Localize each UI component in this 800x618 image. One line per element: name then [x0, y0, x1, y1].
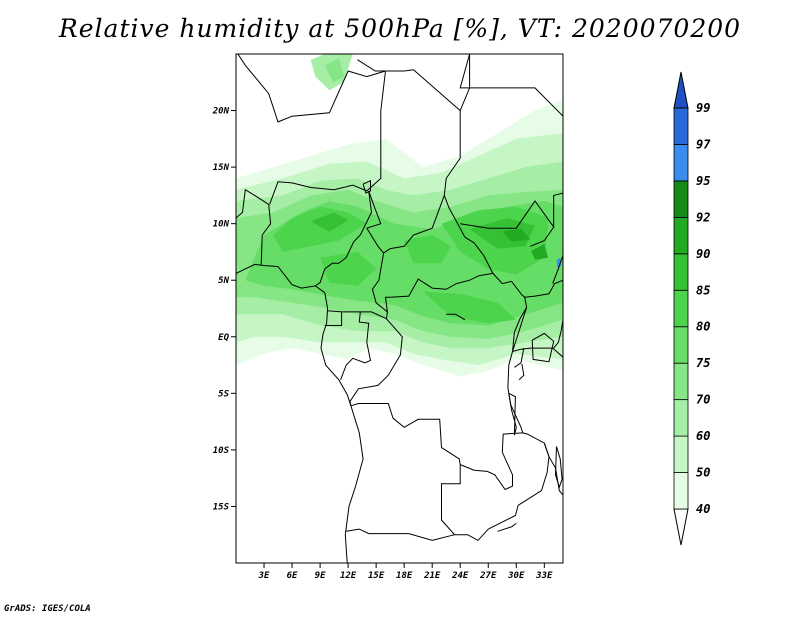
- border-angola-zambia: [441, 464, 489, 542]
- humidity-70: [324, 58, 345, 83]
- chart-title: Relative humidity at 500hPa [%], VT: 202…: [58, 14, 742, 43]
- colorbar-below-arrow: [673, 508, 689, 546]
- lat-tick-label: 10S: [213, 446, 230, 456]
- lon-tick-label: 18E: [396, 571, 413, 581]
- lon-tick-label: 6E: [287, 571, 298, 581]
- colorbar-above-arrow: [673, 71, 689, 109]
- lon-tick-label: 3E: [258, 571, 270, 581]
- lon-tick-label: 30E: [507, 571, 525, 581]
- colorbar-label: 92: [696, 210, 710, 224]
- colorbar-label: 40: [696, 502, 710, 516]
- border-niger-nigeria: [269, 70, 386, 205]
- lon-tick-label: 33E: [535, 571, 553, 581]
- border-south-sudan-uganda: [524, 279, 563, 298]
- border-eq-guinea: [324, 311, 343, 326]
- colorbar-bin: [673, 253, 689, 291]
- colorbar-label: 97: [696, 137, 711, 151]
- colorbar-label: 90: [696, 247, 710, 261]
- colorbar-label: 85: [696, 283, 710, 297]
- colorbar-label: 99: [696, 101, 710, 115]
- colorbar-label: 50: [696, 466, 710, 480]
- colorbar-label: 60: [696, 429, 710, 443]
- map-axes: 20N 15N 10N 5N EQ 5S 10S 15S 3E 6E 9E 12E 15E 18E 21E 2…: [212, 107, 553, 581]
- colorbar-bin: [673, 289, 689, 328]
- lat-tick-label: 5N: [218, 276, 229, 286]
- border-cameroon-nigeria: [315, 190, 373, 287]
- lake-malawi: [554, 446, 563, 489]
- colorbar-bin: [673, 472, 689, 510]
- colorbar-label: 80: [696, 320, 710, 334]
- lon-tick-label: 12E: [340, 571, 357, 581]
- border-car: [371, 253, 493, 314]
- humidity-90: [502, 228, 531, 242]
- lat-tick-label: 15S: [213, 502, 230, 512]
- border-kenya: [553, 319, 563, 349]
- country-borders: [236, 54, 563, 563]
- colorbar: 40 50 60 70 75 80 85 90 92 95 97 99: [673, 71, 711, 546]
- border-sudan-drc: [357, 59, 528, 434]
- colorbar-bin: [673, 107, 689, 145]
- lon-tick-label: 21E: [423, 571, 441, 581]
- lake-tanganyika: [508, 392, 517, 436]
- colorbar-bin: [673, 180, 689, 218]
- border-angola-namibia: [346, 528, 455, 541]
- border-gabon-congo: [340, 311, 372, 380]
- border-zambia-malawi: [488, 432, 550, 530]
- border-congo-drc: [349, 318, 403, 406]
- border-rwanda: [514, 348, 525, 368]
- coastline: [236, 263, 364, 563]
- colorbar-bin: [673, 144, 689, 182]
- lon-tick-label: 15E: [368, 571, 385, 581]
- lat-tick-label: 20N: [212, 107, 230, 117]
- border-gambella: [530, 226, 555, 247]
- lon-tick-label: 9E: [315, 571, 326, 581]
- colorbar-bin: [673, 216, 689, 255]
- colorbar-label: 95: [696, 174, 710, 188]
- border-ethiopia: [552, 255, 563, 284]
- lat-tick-label: 15N: [213, 163, 230, 173]
- humidity-90: [531, 244, 549, 260]
- border-drc-angola: [350, 403, 461, 465]
- border-sudan-south: [460, 192, 563, 229]
- humidity-80: [422, 291, 517, 324]
- lon-tick-label: 24E: [451, 571, 469, 581]
- humidity-85: [310, 212, 349, 232]
- lon-tick-label: 27E: [479, 571, 497, 581]
- border-uganda-tanzania: [511, 307, 563, 358]
- river-mark: [446, 313, 466, 321]
- lat-tick-label: EQ: [218, 333, 229, 343]
- border-egypt: [459, 54, 563, 117]
- lake-chad: [362, 179, 371, 194]
- lake-victoria: [531, 332, 555, 363]
- border-cameroon-south: [327, 310, 388, 320]
- border-burundi: [518, 363, 525, 381]
- credit-text: GrADS: IGES/COLA: [4, 604, 91, 614]
- border-drc-zambia: [460, 432, 523, 491]
- lake-kariba: [497, 522, 517, 532]
- humidity-80: [404, 235, 451, 264]
- lat-tick-label: 5S: [218, 389, 229, 399]
- border-benin: [236, 188, 272, 274]
- colorbar-bin: [673, 435, 689, 473]
- map-frame: [235, 53, 564, 564]
- lat-tick-label: 10N: [213, 220, 230, 230]
- humidity-80: [320, 251, 377, 286]
- colorbar-label: 75: [696, 356, 710, 370]
- colorbar-bin: [673, 399, 689, 437]
- colorbar-bin: [673, 362, 689, 401]
- border-algeria-niger: [237, 54, 386, 123]
- humidity-field: [236, 54, 563, 377]
- colorbar-bin: [673, 326, 689, 364]
- colorbar-label: 70: [696, 393, 710, 407]
